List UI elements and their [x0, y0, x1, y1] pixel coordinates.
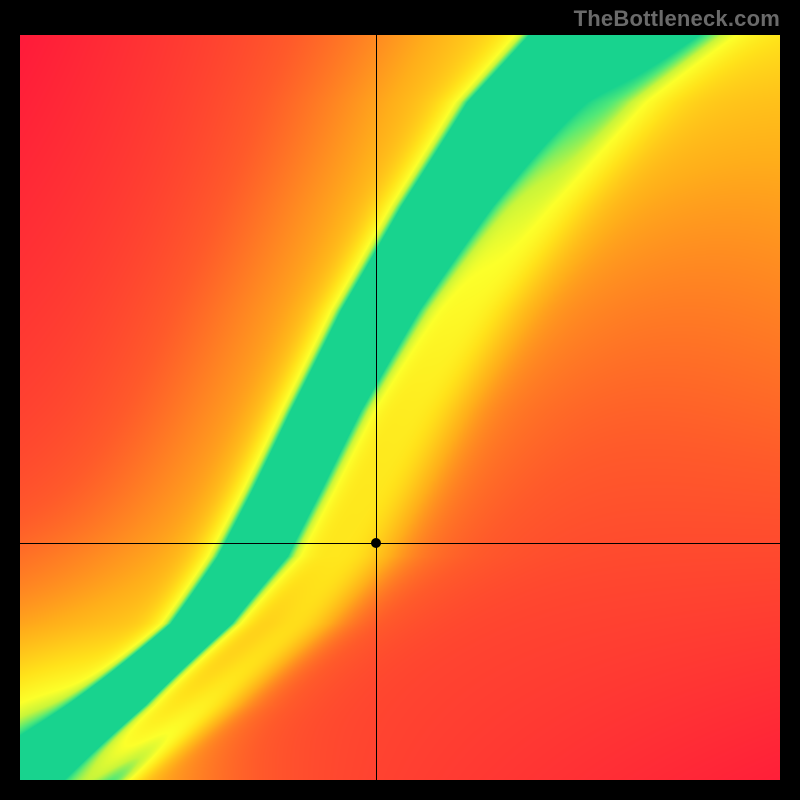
crosshair-vertical: [376, 35, 377, 780]
crosshair-horizontal: [20, 543, 780, 544]
heatmap-plot-area: [20, 35, 780, 780]
heatmap-canvas: [20, 35, 780, 780]
chart-container: { "brand": { "watermark": "TheBottleneck…: [0, 0, 800, 800]
crosshair-point: [371, 538, 381, 548]
watermark-text: TheBottleneck.com: [574, 6, 780, 32]
